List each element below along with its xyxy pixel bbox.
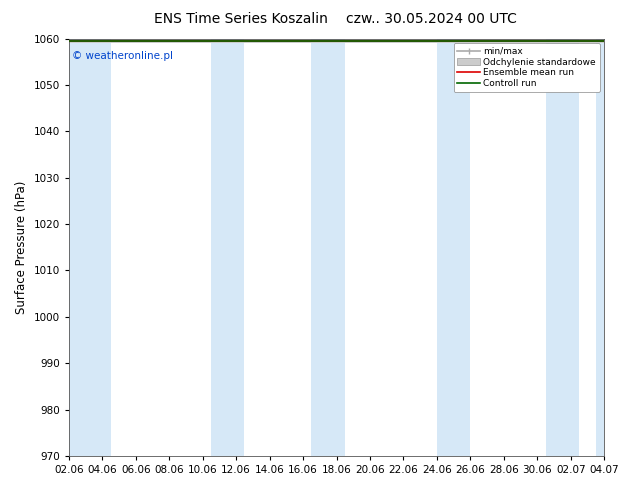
Bar xyxy=(596,39,621,456)
Legend: min/max, Odchylenie standardowe, Ensemble mean run, Controll run: min/max, Odchylenie standardowe, Ensembl… xyxy=(454,43,600,92)
Bar xyxy=(69,39,111,456)
Text: ENS Time Series Koszalin: ENS Time Series Koszalin xyxy=(154,12,328,26)
Y-axis label: Surface Pressure (hPa): Surface Pressure (hPa) xyxy=(15,181,28,314)
Text: © weatheronline.pl: © weatheronline.pl xyxy=(72,51,172,61)
Bar xyxy=(311,39,345,456)
Text: czw.. 30.05.2024 00 UTC: czw.. 30.05.2024 00 UTC xyxy=(346,12,517,26)
Bar xyxy=(546,39,579,456)
Bar xyxy=(437,39,470,456)
Bar xyxy=(211,39,245,456)
